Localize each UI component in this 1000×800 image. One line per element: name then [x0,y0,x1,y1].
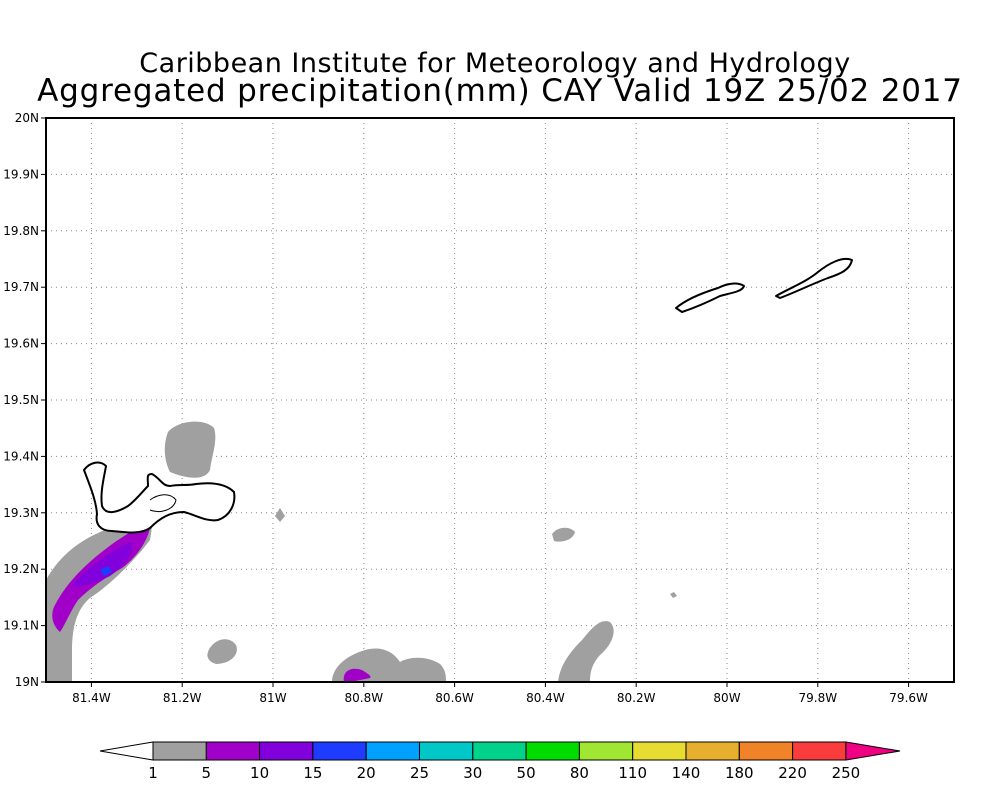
colorbar-level-label: 1 [148,764,158,782]
longitude-tick-label: 81.4W [72,691,111,705]
longitude-tick-label: 81.2W [163,691,202,705]
latitude-tick-label: 19.8N [3,224,39,238]
latitude-tick-label: 19.6N [3,337,39,351]
colorbar-level-label: 25 [410,764,429,782]
colorbar-segment [472,741,527,761]
longitude-tick-label: 80W [713,691,740,705]
colorbar-level-label: 140 [672,764,701,782]
colorbar [99,741,901,761]
colorbar-segment [792,741,847,761]
latitude-tick-label: 19.4N [3,449,39,463]
latitude-tick-label: 19.5N [3,393,39,407]
longitude-tick-label: 80.4W [526,691,565,705]
longitude-tick-label: 80.2W [617,691,656,705]
colorbar-level-label: 5 [202,764,212,782]
longitude-tick-label: 80.8W [345,691,384,705]
colorbar-level-label: 30 [463,764,482,782]
grid-lines [46,118,954,682]
colorbar-segment [685,741,740,761]
colorbar-segment [365,741,421,761]
little-cayman-island [775,258,853,299]
latitude-tick-label: 19N [15,675,39,689]
colorbar-segment [152,741,207,761]
colorbar-segment [259,741,314,761]
colorbar-level-label: 220 [778,764,807,782]
colorbar-level-label: 110 [618,764,647,782]
colorbar-segment [312,741,367,761]
colorbar-level-label: 20 [357,764,376,782]
colorbar-level-label: 80 [570,764,589,782]
colorbar-segment [99,741,154,761]
precip-area-1mm [275,508,285,522]
longitude-tick-label: 79.6W [889,691,928,705]
precip-area-10mm [72,542,132,586]
latitude-tick-label: 19.3N [3,506,39,520]
colorbar-segment [419,741,474,761]
latitude-axis: 19N 19.1N 19.2N 19.3N 19.4N 19.5N 19.6N 19.7N 19… [3,111,46,689]
longitude-tick-label: 80.6W [435,691,474,705]
precip-area-1mm [207,639,237,664]
precip-area-1mm [552,527,575,542]
cayman-brac-island [675,282,745,313]
precipitation-layer [46,421,677,682]
longitude-tick-label: 79.8W [799,691,838,705]
colorbar-segment [205,741,261,761]
colorbar-labels: 1 5 10 15 20 25 30 50 80 110 140 180 220 250 [148,764,860,782]
precip-area-1mm [558,621,614,682]
precip-area-1mm [670,592,677,598]
chart-title-institute: Caribbean Institute for Meteorology and … [139,48,851,79]
colorbar-segment [578,741,634,761]
chart-title-product: Aggregated precipitation(mm) CAY Valid 1… [37,73,963,109]
latitude-tick-label: 19.1N [3,619,39,633]
map-frame [45,117,955,683]
precip-area-5mm [343,668,371,682]
colorbar-level-label: 180 [725,764,754,782]
latitude-tick-label: 20N [15,111,39,125]
colorbar-segment [738,741,794,761]
latitude-tick-label: 19.2N [3,562,39,576]
coastlines [83,258,853,534]
latitude-tick-label: 19.9N [3,167,39,181]
precip-area-1mm [164,421,216,478]
colorbar-level-label: 15 [303,764,322,782]
longitude-axis: 81.4W 81.2W 81W 80.8W 80.6W 80.4W 80.2W 80W 79.8… [72,682,928,705]
colorbar-segment [525,741,580,761]
colorbar-segment [845,741,901,761]
grand-cayman-north-sound [149,494,177,513]
colorbar-level-label: 10 [250,764,269,782]
longitude-tick-label: 81W [259,691,286,705]
precip-area-15mm [100,566,112,576]
grand-cayman-island [83,461,236,534]
colorbar-level-label: 250 [832,764,861,782]
latitude-tick-label: 19.7N [3,280,39,294]
colorbar-level-label: 50 [517,764,536,782]
colorbar-segment [632,741,687,761]
